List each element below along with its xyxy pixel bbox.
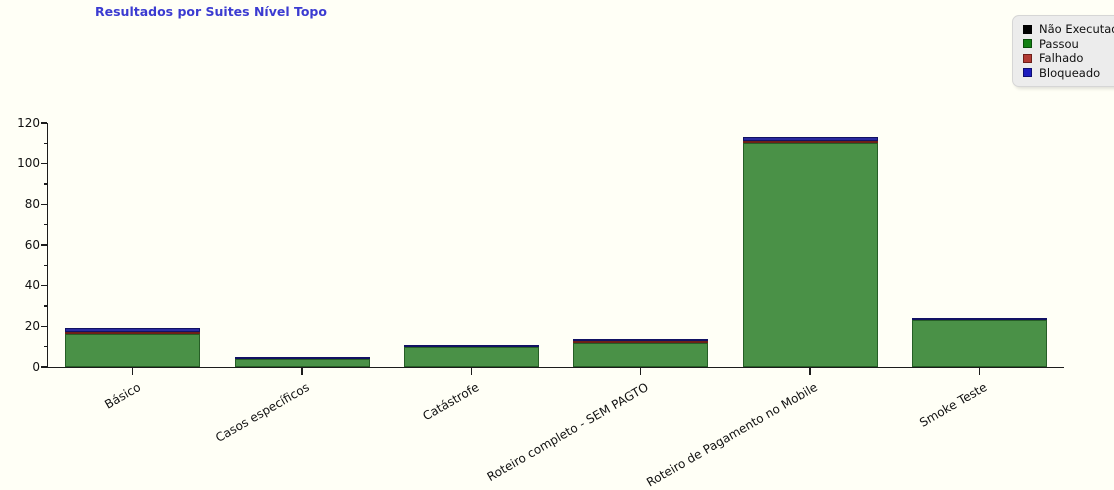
y-axis-tick	[40, 203, 47, 206]
bar-segment-falhado	[573, 340, 709, 343]
bar-segment-bloqueado	[65, 328, 201, 333]
x-axis-tick	[809, 367, 811, 375]
x-axis-category-label: Roteiro completo - SEM PAGTO	[484, 380, 651, 485]
y-axis-minor-tick	[43, 305, 47, 307]
legend-item: Bloqueado	[1023, 66, 1114, 81]
legend-item: Passou	[1023, 37, 1114, 52]
y-axis-tick	[40, 284, 47, 287]
bar-segment-bloqueado	[911, 318, 1047, 321]
bar-segment-passou	[573, 342, 709, 367]
bar-segment-passou	[403, 346, 539, 367]
y-axis-minor-tick	[43, 264, 47, 266]
bar-segment-bloqueado	[234, 356, 370, 359]
legend-item: Falhado	[1023, 51, 1114, 66]
bar-segment-passou	[911, 320, 1047, 367]
x-axis-category-label: Catástrofe	[420, 380, 482, 424]
x-axis-category-label: Smoke Teste	[917, 380, 990, 430]
legend-swatch-icon	[1023, 24, 1032, 34]
legend-box: Não ExecutadoPassouFalhadoBloqueado	[1012, 15, 1114, 87]
x-axis-tick	[301, 367, 303, 375]
y-axis-minor-tick	[43, 142, 47, 144]
x-axis-tick	[978, 367, 981, 375]
y-axis-tick	[40, 162, 47, 165]
y-axis-tick	[40, 325, 47, 328]
bar-segment-passou	[65, 334, 201, 367]
x-axis-category-label: Roteiro de Pagamento no Mobile	[644, 380, 820, 490]
legend-item: Não Executado	[1023, 22, 1114, 37]
legend-swatch-icon	[1023, 53, 1032, 63]
bar-segment-bloqueado	[403, 344, 539, 347]
y-axis-tick	[40, 366, 47, 368]
x-axis-tick	[131, 367, 134, 375]
y-axis-tick-label: 120	[17, 115, 40, 130]
x-axis-tick	[470, 367, 473, 375]
legend-swatch-icon	[1023, 68, 1032, 78]
bar-segment-falhado	[65, 332, 201, 335]
chart-title: Resultados por Suites Nível Topo	[95, 4, 327, 19]
x-axis-tick	[639, 367, 642, 375]
x-axis-category-label: Casos específicos	[213, 380, 312, 445]
y-axis-minor-tick	[43, 224, 47, 226]
y-axis-tick-label: 40	[24, 278, 40, 293]
y-axis-tick	[40, 122, 47, 124]
bar-segment-passou	[742, 143, 878, 367]
bar-segment-bloqueado	[573, 338, 709, 341]
legend-label: Não Executado	[1039, 22, 1114, 37]
legend-label: Falhado	[1039, 51, 1084, 66]
y-axis-tick-label: 0	[32, 359, 40, 374]
legend-label: Passou	[1039, 36, 1079, 51]
bar-segment-passou	[234, 358, 370, 367]
bar-segment-bloqueado	[742, 137, 878, 142]
y-axis-tick-label: 60	[24, 237, 40, 252]
x-axis-line	[46, 366, 1064, 369]
y-axis-minor-tick	[43, 346, 47, 348]
legend-label: Bloqueado	[1039, 65, 1101, 80]
y-axis-tick-label: 80	[24, 196, 40, 211]
y-axis-tick-label: 20	[24, 318, 40, 333]
y-axis-tick-label: 100	[17, 156, 40, 171]
y-axis-line	[46, 123, 48, 367]
y-axis-minor-tick	[43, 183, 47, 185]
y-axis-tick	[40, 244, 47, 246]
legend-swatch-icon	[1023, 39, 1032, 49]
x-axis-category-label: Básico	[101, 380, 143, 412]
bar-segment-falhado	[742, 141, 878, 144]
